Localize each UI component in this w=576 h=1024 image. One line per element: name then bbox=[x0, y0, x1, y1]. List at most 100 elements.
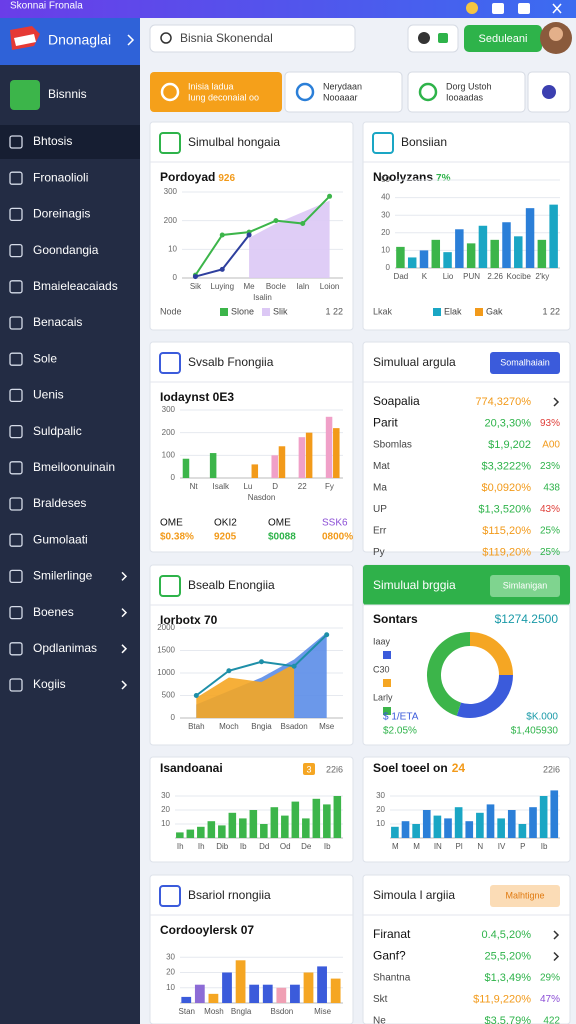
nav-item: Benacais bbox=[33, 315, 82, 329]
card-title-text: Bonsiian bbox=[401, 135, 447, 149]
icon[interactable] bbox=[466, 2, 478, 14]
x-tick-label: Loion bbox=[320, 282, 340, 291]
row-value: $1,3,49% bbox=[485, 972, 532, 984]
row-name: Soapalia bbox=[373, 394, 420, 408]
card-title-text: Simoula l argiia bbox=[373, 888, 455, 902]
nav-item: Sole bbox=[33, 351, 57, 365]
row-name: Firanat bbox=[373, 927, 411, 941]
y-tick-label: 500 bbox=[162, 691, 176, 700]
card-title-text: Bsealb Enongiia bbox=[188, 578, 275, 592]
x-tick-label: Od bbox=[280, 842, 291, 851]
search-box[interactable] bbox=[149, 24, 356, 53]
card-title: Bsealb Enongiia bbox=[188, 578, 275, 592]
bar bbox=[228, 812, 237, 838]
bar bbox=[186, 829, 195, 838]
point bbox=[324, 632, 330, 638]
row-change: 47% bbox=[540, 994, 560, 1005]
x-tick-label: Ialn bbox=[296, 282, 309, 291]
x-tick-label: Ib bbox=[541, 842, 548, 851]
tab[interactable] bbox=[407, 71, 526, 113]
chevron bbox=[553, 397, 560, 407]
y-tick-label: 30 bbox=[376, 791, 385, 800]
footer-left: Node bbox=[160, 306, 182, 316]
card bbox=[362, 121, 571, 331]
row-value: $119,20% bbox=[482, 546, 531, 558]
bar bbox=[197, 826, 205, 838]
x-tick-label: Btah bbox=[188, 722, 204, 731]
nav-item: Smilerlinge bbox=[33, 569, 93, 583]
brand-name: Dnonaglai bbox=[48, 32, 111, 48]
x-tick-label: Bngla bbox=[231, 1007, 252, 1016]
bar bbox=[537, 239, 547, 268]
row-change: 422 bbox=[543, 1016, 560, 1024]
action-button[interactable] bbox=[464, 25, 542, 52]
legend-label: Elak bbox=[444, 306, 462, 316]
card-title: Bonsiian bbox=[401, 135, 447, 149]
row-change: 93% bbox=[540, 418, 560, 429]
x-tick-label: Ih bbox=[177, 842, 184, 851]
y-tick-label: 30 bbox=[166, 952, 175, 961]
icon[interactable] bbox=[518, 3, 530, 14]
row-name: UP bbox=[373, 504, 387, 515]
row-value: 20,3,30% bbox=[485, 417, 532, 429]
y-tick-label: 0 bbox=[173, 273, 178, 282]
bar bbox=[176, 832, 184, 838]
row-change: 438 bbox=[543, 483, 560, 494]
x-tick-label: Kocibe bbox=[507, 272, 532, 281]
card-button[interactable] bbox=[490, 352, 560, 374]
tab-label: Iung deconaial oo bbox=[188, 92, 259, 102]
stat-label: $ 1/ETA bbox=[383, 712, 419, 723]
row-value: 774,3270% bbox=[475, 396, 531, 408]
nav-item: Gumolaati bbox=[33, 532, 88, 546]
card-button[interactable] bbox=[490, 885, 560, 907]
badge-text: 22i6 bbox=[543, 764, 560, 774]
bar bbox=[290, 984, 300, 1003]
card-title-text: Soel toeel on bbox=[373, 761, 448, 775]
bar bbox=[412, 824, 420, 838]
y-tick-label: 1000 bbox=[157, 668, 175, 677]
bar bbox=[443, 252, 452, 268]
row-name: Ganf? bbox=[373, 949, 406, 963]
badge-number: 3 bbox=[306, 764, 311, 774]
nav-item: Suldpalic bbox=[33, 424, 82, 438]
bar bbox=[323, 804, 331, 838]
card-heading: Noolyzans 7% bbox=[373, 170, 451, 184]
tab[interactable] bbox=[150, 72, 282, 112]
amount: $1274.2500 bbox=[495, 612, 559, 626]
y-tick-label: 200 bbox=[164, 216, 178, 225]
avatar-face bbox=[549, 27, 563, 41]
stat-label: OKI2 bbox=[214, 518, 237, 529]
highlight: 24 bbox=[452, 761, 466, 775]
x-tick-label: Nt bbox=[190, 482, 199, 491]
line bbox=[194, 195, 331, 276]
bar bbox=[260, 824, 268, 838]
close-icon[interactable] bbox=[552, 3, 562, 14]
bar bbox=[325, 416, 333, 478]
point bbox=[291, 663, 297, 669]
icon[interactable] bbox=[492, 3, 504, 14]
tab[interactable] bbox=[284, 71, 403, 113]
y-tick-label: 10 bbox=[166, 983, 175, 992]
bar bbox=[303, 972, 314, 1003]
donut-segment bbox=[427, 632, 471, 716]
card-icon bbox=[159, 132, 181, 154]
nav-item: Bmeiloonuinain bbox=[33, 460, 115, 474]
card-heading: Cordooylersk 07 bbox=[160, 923, 254, 937]
item-icon bbox=[9, 171, 23, 185]
y-tick-label: 0 bbox=[171, 473, 176, 482]
card-button[interactable] bbox=[490, 575, 560, 597]
card-icon bbox=[159, 575, 181, 597]
icon-group[interactable] bbox=[407, 24, 459, 53]
bar bbox=[433, 815, 442, 838]
x-tick-label: N bbox=[477, 842, 483, 851]
y-tick-label: 10 bbox=[376, 819, 385, 828]
legend-label: Larly bbox=[373, 692, 393, 702]
card-heading: Iorbotx 70 bbox=[160, 613, 218, 627]
bar bbox=[271, 455, 278, 478]
profile-name: Bisnnis bbox=[48, 87, 87, 101]
stat-value: $0088 bbox=[268, 532, 296, 543]
y-tick-label: 1500 bbox=[157, 646, 175, 655]
card-title: Simulual argula bbox=[373, 355, 456, 369]
bar bbox=[454, 807, 463, 838]
point bbox=[327, 193, 333, 199]
